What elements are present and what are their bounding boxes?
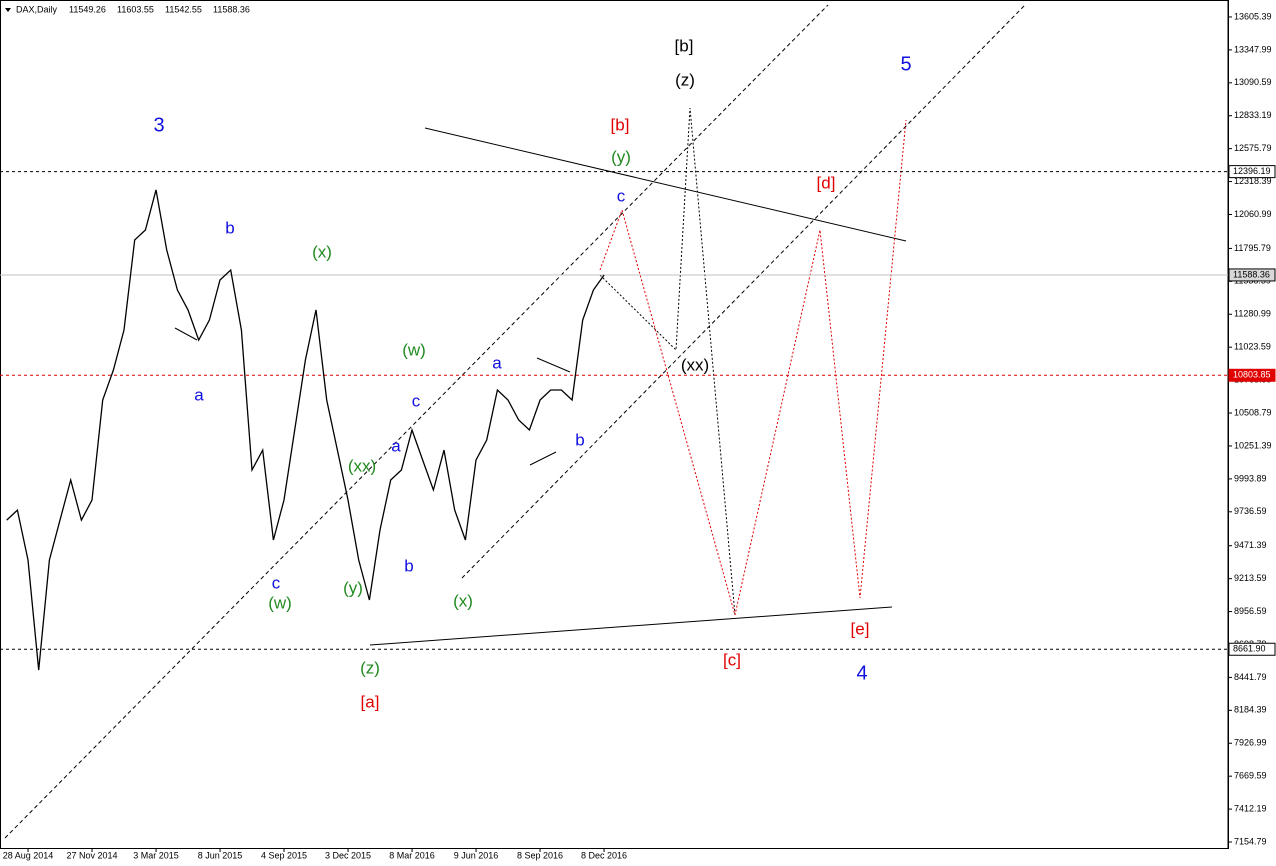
y-tick-label: 7154.79 xyxy=(1234,836,1267,846)
y-tick-label: 9213.59 xyxy=(1234,573,1267,583)
close: 11588.36 xyxy=(213,4,250,14)
wave-label: [c] xyxy=(723,650,741,669)
wave-label: [a] xyxy=(361,692,380,711)
wave-label: [b] xyxy=(611,115,630,134)
channel-line xyxy=(461,4,1026,579)
y-tick-label: 7412.19 xyxy=(1234,803,1267,813)
level-label: 8661.90 xyxy=(1233,644,1266,654)
wave-label: b xyxy=(225,218,234,237)
y-tick-label: 9736.59 xyxy=(1234,506,1267,516)
wave-label: (y) xyxy=(343,578,363,597)
level-box xyxy=(1228,642,1276,656)
trend-line xyxy=(369,606,893,646)
y-tick-label: 7669.59 xyxy=(1234,771,1267,781)
wave-label: (y) xyxy=(611,147,631,166)
annotations: 3bac(w)(x)(xx)(y)(z)[a]acb(w)(x)abc(y)[b… xyxy=(153,36,911,711)
trend-line xyxy=(424,127,907,242)
y-tick-label: 7926.99 xyxy=(1234,738,1267,748)
y-tick-label: 11795.79 xyxy=(1234,243,1271,253)
trend-line xyxy=(529,451,557,466)
wave-label: 3 xyxy=(153,114,164,136)
y-tick-label: 11280.99 xyxy=(1234,309,1271,319)
wave-label: 4 xyxy=(856,662,867,684)
channel-line xyxy=(4,4,829,839)
wave-label: [b] xyxy=(675,36,694,55)
wave-label: (xx) xyxy=(348,456,376,475)
y-tick-label: 8441.79 xyxy=(1234,672,1267,682)
x-tick-label: 3 Mar 2015 xyxy=(133,850,179,860)
wave-label: (w) xyxy=(268,593,292,612)
level-label: 11588.36 xyxy=(1233,269,1270,279)
wave-label: b xyxy=(575,430,584,449)
y-tick-label: 12575.79 xyxy=(1234,143,1272,153)
x-tick-label: 8 Jun 2015 xyxy=(198,850,243,860)
level-box xyxy=(1228,165,1276,179)
y-tick-label: 12318.39 xyxy=(1234,176,1272,186)
wave-label: a xyxy=(194,385,204,404)
levels: 12396.19 11588.36 10803.85 8661.90 xyxy=(0,165,1276,656)
wave-label: c xyxy=(617,186,626,205)
projection xyxy=(599,119,907,616)
y-tick-label: 9993.89 xyxy=(1234,473,1267,483)
level-box xyxy=(1228,368,1276,382)
y-tick-label: 9471.39 xyxy=(1234,540,1267,550)
projection xyxy=(599,107,736,616)
trend-line xyxy=(174,327,198,341)
wave-label: a xyxy=(492,353,502,372)
y-tick-label: 13605.39 xyxy=(1234,11,1272,21)
wave-label: [e] xyxy=(851,619,870,638)
x-axis: 28 Aug 2014 27 Nov 2014 3 Mar 2015 8 Jun 20… xyxy=(3,848,627,860)
low: 11542.55 xyxy=(165,4,202,14)
x-tick-label: 8 Sep 2016 xyxy=(517,850,563,860)
wave-label: (z) xyxy=(675,70,695,89)
high: 11603.55 xyxy=(117,4,154,14)
x-tick-label: 8 Mar 2016 xyxy=(389,850,435,860)
wave-label: c xyxy=(412,391,421,410)
drawings xyxy=(4,4,1026,839)
y-tick-label: 13090.59 xyxy=(1234,77,1272,87)
y-tick-label: 13347.99 xyxy=(1234,44,1272,54)
wave-label: (xx) xyxy=(681,355,709,374)
header-arrow xyxy=(5,8,11,12)
wave-label: b xyxy=(404,556,413,575)
level-label: 12396.19 xyxy=(1233,166,1271,176)
wave-label: [d] xyxy=(817,173,836,192)
wave-label: (x) xyxy=(312,242,332,261)
y-tick-label: 11023.59 xyxy=(1234,342,1271,352)
x-tick-label: 28 Aug 2014 xyxy=(3,850,54,860)
y-tick-label: 10251.39 xyxy=(1234,440,1272,450)
wave-label: (w) xyxy=(402,340,426,359)
y-tick-label: 12833.19 xyxy=(1234,110,1272,120)
symbol: DAX,Daily xyxy=(16,4,58,14)
wave-label: 5 xyxy=(900,53,911,75)
x-tick-label: 3 Dec 2015 xyxy=(325,850,371,860)
price-line xyxy=(6,189,605,671)
x-tick-label: 8 Dec 2016 xyxy=(581,850,627,860)
level-box xyxy=(1228,268,1276,282)
y-tick-label: 8956.59 xyxy=(1234,606,1267,616)
wave-label: (x) xyxy=(453,591,473,610)
y-tick-label: 8184.39 xyxy=(1234,705,1267,715)
y-tick-label: 12060.99 xyxy=(1234,209,1272,219)
series xyxy=(6,189,605,671)
wave-label: (z) xyxy=(360,658,380,677)
y-tick-label: 10508.79 xyxy=(1234,407,1272,417)
x-tick-label: 4 Sep 2015 xyxy=(261,850,307,860)
header: DAX,Daily 11549.26 11603.55 11542.55 115… xyxy=(5,4,250,14)
level-label: 10803.85 xyxy=(1233,370,1271,380)
wave-label: a xyxy=(391,436,401,455)
open: 11549.26 xyxy=(69,4,106,14)
trend-line xyxy=(536,357,571,373)
x-tick-label: 9 Jun 2016 xyxy=(454,850,499,860)
wave-label: c xyxy=(272,573,281,592)
x-tick-label: 27 Nov 2014 xyxy=(67,850,118,860)
